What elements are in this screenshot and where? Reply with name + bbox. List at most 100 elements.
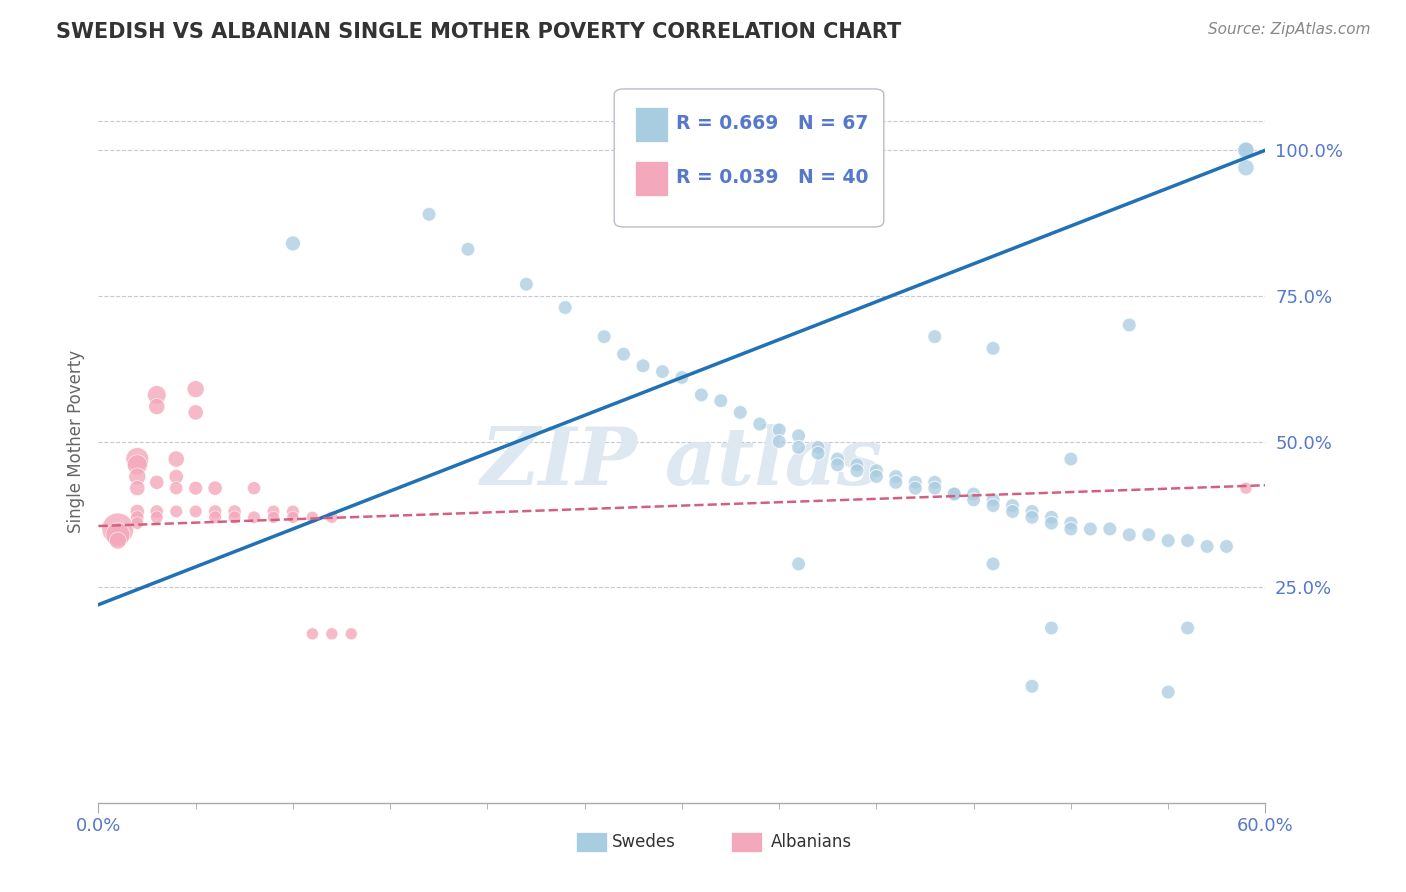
Text: Source: ZipAtlas.com: Source: ZipAtlas.com — [1208, 22, 1371, 37]
Point — [281, 504, 304, 518]
Point — [243, 481, 266, 495]
Point — [224, 504, 246, 518]
Point — [1137, 528, 1160, 542]
Bar — [636, 161, 668, 196]
Point — [146, 504, 169, 518]
Point — [962, 492, 984, 507]
Point — [127, 481, 149, 495]
Point — [1195, 540, 1218, 554]
Point — [651, 365, 673, 379]
Point — [807, 441, 830, 455]
Point — [1040, 510, 1063, 524]
Point — [943, 487, 966, 501]
Text: R = 0.669   N = 67: R = 0.669 N = 67 — [676, 114, 869, 133]
Point — [1234, 481, 1257, 495]
Point — [262, 510, 284, 524]
Point — [146, 475, 169, 490]
Point — [146, 400, 169, 414]
Point — [1118, 528, 1140, 542]
Point — [981, 341, 1004, 355]
Point — [1157, 685, 1180, 699]
Text: Swedes: Swedes — [612, 833, 675, 851]
Point — [165, 452, 187, 467]
Point — [865, 464, 887, 478]
Point — [981, 492, 1004, 507]
Point — [281, 510, 304, 524]
Point — [924, 481, 946, 495]
Point — [690, 388, 713, 402]
Point — [1060, 522, 1083, 536]
Point — [1001, 504, 1024, 518]
Point — [1177, 621, 1199, 635]
Point — [671, 370, 693, 384]
Point — [748, 417, 770, 431]
Point — [515, 277, 537, 292]
Point — [1098, 522, 1121, 536]
Point — [127, 504, 149, 518]
Point — [1060, 516, 1083, 530]
Point — [710, 393, 733, 408]
Point — [827, 452, 849, 467]
Text: Albanians: Albanians — [770, 833, 852, 851]
Point — [1040, 621, 1063, 635]
Point — [1080, 522, 1102, 536]
Point — [904, 475, 927, 490]
Point — [865, 469, 887, 483]
Point — [943, 487, 966, 501]
Point — [301, 627, 323, 641]
Point — [1021, 504, 1043, 518]
Point — [146, 510, 169, 524]
Point — [1177, 533, 1199, 548]
Point — [1234, 143, 1257, 157]
Point — [127, 510, 149, 524]
Point — [321, 627, 343, 641]
Point — [884, 469, 907, 483]
Point — [981, 499, 1004, 513]
Point — [787, 441, 810, 455]
Point — [730, 405, 752, 419]
Point — [127, 469, 149, 483]
Point — [127, 452, 149, 467]
Point — [1060, 452, 1083, 467]
Point — [924, 329, 946, 343]
Point — [340, 627, 363, 641]
Point — [321, 510, 343, 524]
Point — [1118, 318, 1140, 332]
Point — [165, 481, 187, 495]
Point — [165, 504, 187, 518]
Point — [1215, 540, 1237, 554]
Point — [184, 405, 207, 419]
Point — [1021, 679, 1043, 693]
Point — [204, 510, 226, 524]
Point — [593, 329, 616, 343]
Point — [457, 242, 479, 256]
Point — [107, 533, 129, 548]
Point — [204, 504, 226, 518]
Point — [204, 481, 226, 495]
Y-axis label: Single Mother Poverty: Single Mother Poverty — [66, 350, 84, 533]
Point — [924, 475, 946, 490]
Point — [807, 446, 830, 460]
Point — [613, 347, 636, 361]
Point — [554, 301, 576, 315]
Point — [146, 388, 169, 402]
Point — [1040, 516, 1063, 530]
FancyBboxPatch shape — [614, 89, 884, 227]
Point — [1021, 510, 1043, 524]
Point — [224, 510, 246, 524]
Point — [787, 557, 810, 571]
Point — [184, 481, 207, 495]
Point — [243, 510, 266, 524]
Point — [281, 236, 304, 251]
Point — [768, 434, 790, 449]
Text: SWEDISH VS ALBANIAN SINGLE MOTHER POVERTY CORRELATION CHART: SWEDISH VS ALBANIAN SINGLE MOTHER POVERT… — [56, 22, 901, 42]
Text: R = 0.039   N = 40: R = 0.039 N = 40 — [676, 169, 869, 187]
Point — [165, 469, 187, 483]
Text: ZIP atlas: ZIP atlas — [481, 425, 883, 502]
Point — [904, 481, 927, 495]
Point — [827, 458, 849, 472]
Bar — [636, 107, 668, 142]
Point — [846, 464, 869, 478]
Point — [262, 504, 284, 518]
Point — [768, 423, 790, 437]
